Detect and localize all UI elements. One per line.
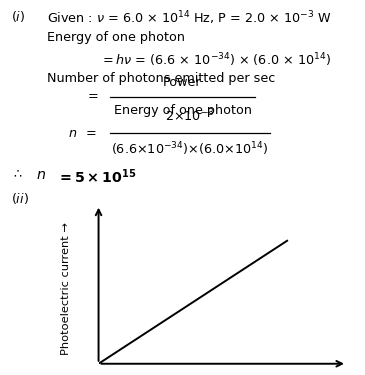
Text: Number of photons emitted per sec: Number of photons emitted per sec (47, 72, 276, 85)
Text: =: = (88, 90, 98, 103)
Text: $\mathbf{= 5 \times 10^{15}}$: $\mathbf{= 5 \times 10^{15}}$ (57, 168, 136, 186)
Text: $n$: $n$ (68, 127, 77, 140)
Text: $(i)$: $(i)$ (11, 9, 25, 24)
Text: 2$\times$10$^{-3}$: 2$\times$10$^{-3}$ (165, 108, 215, 124)
Text: $= h\nu$ = (6.6 $\times$ 10$^{-34}$) $\times$ (6.0 $\times$ 10$^{14}$): $= h\nu$ = (6.6 $\times$ 10$^{-34}$) $\t… (100, 52, 331, 69)
Text: Energy of one photon: Energy of one photon (47, 31, 185, 44)
Text: Power: Power (163, 76, 202, 89)
Text: Energy of one photon: Energy of one photon (114, 104, 251, 117)
Text: Photoelectric current →: Photoelectric current → (61, 222, 71, 355)
Text: Given : $\nu$ = 6.0 $\times$ 10$^{14}$ Hz, P = 2.0 $\times$ 10$^{-3}$ W: Given : $\nu$ = 6.0 $\times$ 10$^{14}$ H… (47, 9, 332, 27)
Text: (6.6$\times$10$^{-34}$)$\times$(6.0$\times$10$^{14}$): (6.6$\times$10$^{-34}$)$\times$(6.0$\tim… (111, 141, 268, 158)
Text: $(ii)$: $(ii)$ (11, 190, 29, 206)
Text: $n$: $n$ (36, 168, 46, 182)
Text: =: = (86, 127, 96, 140)
Text: $\therefore$: $\therefore$ (11, 168, 23, 181)
